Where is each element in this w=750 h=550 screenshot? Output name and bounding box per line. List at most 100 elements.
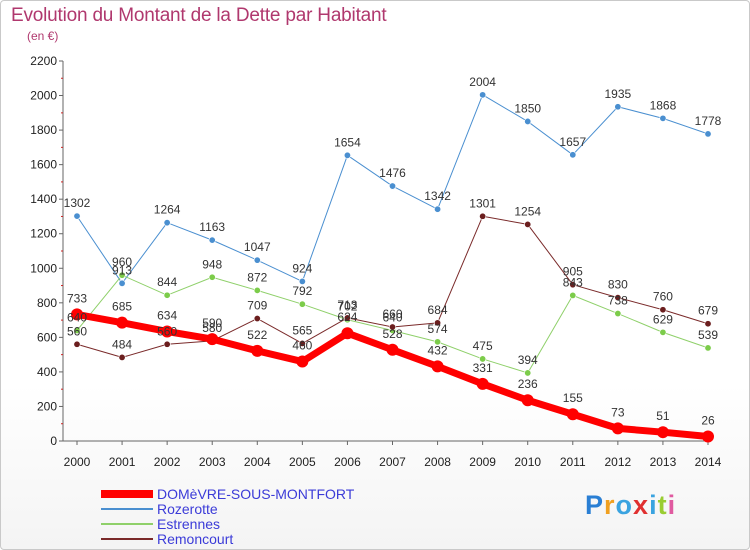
data-label-rozerotte: 1868 xyxy=(650,98,677,112)
x-tick-label: 2013 xyxy=(650,455,677,469)
data-label-rozerotte: 1654 xyxy=(334,135,361,149)
data-point-remoncourt xyxy=(253,315,261,323)
data-point-rozerotte xyxy=(479,91,487,99)
data-label-dom-vre-sous-montfort: 590 xyxy=(202,316,222,330)
data-label-rozerotte: 1657 xyxy=(559,135,586,149)
logo-letter: r xyxy=(604,490,616,520)
legend-label-estrennes: Estrennes xyxy=(157,516,220,532)
data-label-rozerotte: 1163 xyxy=(199,220,225,234)
legend-label-dom-vre-sous-montfort: DOMèVRE-SOUS-MONTFORT xyxy=(157,486,355,502)
data-label-estrennes: 629 xyxy=(653,312,673,326)
legend: DOMèVRE-SOUS-MONTFORTRozerotteEstrennesR… xyxy=(101,486,355,547)
data-point-dom-vre-sous-montfort xyxy=(702,430,714,443)
data-point-dom-vre-sous-montfort xyxy=(116,316,129,329)
data-label-dom-vre-sous-montfort: 522 xyxy=(247,328,267,342)
data-label-dom-vre-sous-montfort: 733 xyxy=(67,291,87,305)
x-tick-label: 2000 xyxy=(64,455,91,469)
data-label-estrennes: 640 xyxy=(382,310,402,324)
data-point-estrennes xyxy=(659,328,667,336)
logo-letter: t xyxy=(657,490,668,520)
data-point-estrennes xyxy=(569,291,577,299)
data-point-rozerotte xyxy=(73,212,81,220)
data-label-rozerotte: 1476 xyxy=(379,166,406,180)
data-point-estrennes xyxy=(704,344,712,352)
data-point-dom-vre-sous-montfort xyxy=(251,344,264,357)
data-point-estrennes xyxy=(208,273,216,281)
y-tick-label: 200 xyxy=(37,399,57,413)
x-tick-label: 2003 xyxy=(199,455,226,469)
x-tick-label: 2014 xyxy=(695,455,722,469)
series-layer xyxy=(71,91,714,443)
data-label-rozerotte: 2004 xyxy=(469,75,496,89)
data-point-remoncourt xyxy=(434,319,442,327)
data-label-rozerotte: 913 xyxy=(112,263,132,277)
data-label-remoncourt: 1254 xyxy=(514,204,541,218)
data-point-estrennes xyxy=(614,310,622,318)
data-label-remoncourt: 560 xyxy=(157,324,177,338)
data-labels: 1302 913 1264 1163 1047 924 1654 1476 1342 2004 18… xyxy=(64,75,722,428)
data-label-rozerotte: 1047 xyxy=(244,240,271,254)
y-tick-label: 1200 xyxy=(30,227,57,241)
data-point-dom-vre-sous-montfort xyxy=(656,426,669,439)
data-label-dom-vre-sous-montfort: 236 xyxy=(518,377,538,391)
data-point-rozerotte xyxy=(208,236,216,244)
data-point-rozerotte xyxy=(343,151,351,159)
data-label-dom-vre-sous-montfort: 624 xyxy=(337,310,357,324)
data-point-rozerotte xyxy=(163,219,171,227)
data-point-dom-vre-sous-montfort xyxy=(206,333,219,346)
x-tick-label: 2010 xyxy=(514,455,541,469)
data-point-dom-vre-sous-montfort xyxy=(341,327,354,340)
x-tick-label: 2005 xyxy=(289,455,316,469)
x-tick-label: 2008 xyxy=(424,455,451,469)
data-point-dom-vre-sous-montfort xyxy=(521,394,534,407)
data-point-estrennes xyxy=(298,300,306,308)
data-label-dom-vre-sous-montfort: 634 xyxy=(157,308,177,322)
logo-letter: o xyxy=(615,490,634,520)
data-label-estrennes: 872 xyxy=(247,270,267,284)
data-label-dom-vre-sous-montfort: 528 xyxy=(382,327,402,341)
data-label-remoncourt: 679 xyxy=(698,304,718,318)
data-point-rozerotte xyxy=(659,114,667,122)
x-tick-label: 2007 xyxy=(379,455,406,469)
data-point-dom-vre-sous-montfort xyxy=(161,325,174,338)
data-label-estrennes: 844 xyxy=(157,275,177,289)
data-point-rozerotte xyxy=(434,205,442,213)
data-point-estrennes xyxy=(434,338,442,346)
series-dom-vre-sous-montfort xyxy=(71,308,714,443)
x-tick-label: 2004 xyxy=(244,455,271,469)
data-point-remoncourt xyxy=(704,320,712,328)
x-tick-label: 2002 xyxy=(154,455,181,469)
proxiti-logo: Proxiti xyxy=(585,490,676,521)
data-label-remoncourt: 565 xyxy=(292,323,312,337)
data-point-rozerotte xyxy=(298,277,306,285)
data-label-estrennes: 539 xyxy=(698,328,718,342)
data-point-remoncourt xyxy=(614,294,622,302)
logo-letter: i xyxy=(667,490,677,520)
x-tick-label: 2011 xyxy=(560,455,586,469)
data-label-rozerotte: 1850 xyxy=(514,101,541,115)
data-point-dom-vre-sous-montfort xyxy=(431,360,444,373)
data-label-rozerotte: 924 xyxy=(292,261,312,275)
legend-label-remoncourt: Remoncourt xyxy=(157,531,233,547)
data-label-dom-vre-sous-montfort: 73 xyxy=(611,405,625,419)
data-label-remoncourt: 684 xyxy=(428,303,448,317)
data-label-remoncourt: 660 xyxy=(382,307,402,321)
data-label-rozerotte: 1778 xyxy=(695,114,722,128)
axes: 0 200 400 600 800 1000 1200 1400 1600 1800 2000 220… xyxy=(30,54,721,469)
data-label-dom-vre-sous-montfort: 432 xyxy=(428,343,448,357)
data-point-rozerotte xyxy=(704,130,712,138)
data-point-dom-vre-sous-montfort xyxy=(476,377,489,390)
data-label-rozerotte: 1342 xyxy=(424,189,451,203)
logo-letter: x xyxy=(633,490,650,520)
data-label-dom-vre-sous-montfort: 685 xyxy=(112,300,132,314)
data-point-remoncourt xyxy=(388,323,396,331)
logo-letter: i xyxy=(649,490,658,520)
data-point-estrennes xyxy=(524,369,532,377)
x-tick-label: 2009 xyxy=(469,455,496,469)
data-label-dom-vre-sous-montfort: 331 xyxy=(473,361,493,375)
y-tick-label: 600 xyxy=(37,330,57,344)
data-label-estrennes: 948 xyxy=(202,257,222,271)
data-point-estrennes xyxy=(73,326,81,334)
y-tick-label: 400 xyxy=(37,365,57,379)
